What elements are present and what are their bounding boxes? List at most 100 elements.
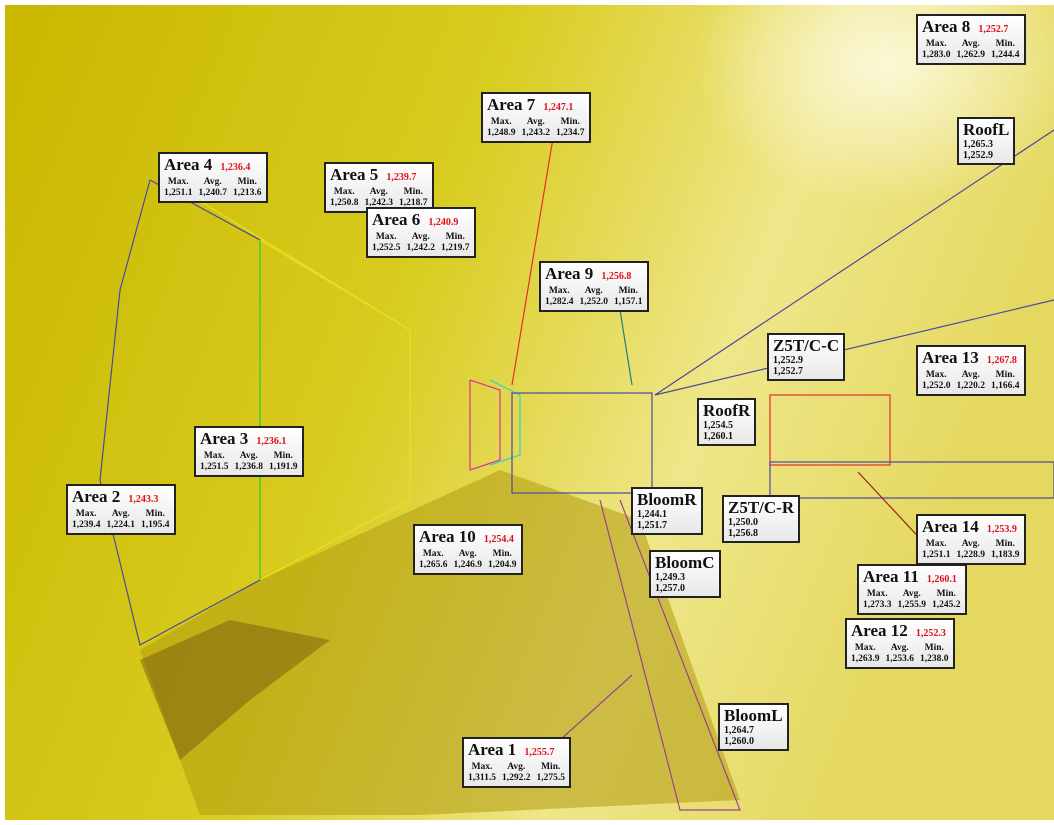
stat-header: Min. — [492, 549, 512, 559]
area-current: 1,252.7 — [978, 24, 1009, 35]
stat-value: 1,191.9 — [269, 462, 298, 472]
stat-value: 1,238.0 — [920, 654, 949, 664]
area-name: Area 12 — [851, 621, 908, 640]
stat-value: 1,157.1 — [614, 297, 643, 307]
point-value: 1,265.3 — [963, 139, 993, 150]
area-box: Area 14 1,253.9 Max. Avg. Min. 1,251.1 1,228.9… — [916, 514, 1026, 565]
stat-value: 1,246.9 — [453, 560, 483, 570]
area-current: 1,267.8 — [986, 355, 1017, 366]
point-current: 1,260.0 — [724, 736, 754, 747]
area-stats: Max. Avg. Min. 1,251.1 1,240.7 1,213.6 — [164, 177, 262, 199]
stat-header: Max. — [75, 509, 97, 519]
stat-value: 1,251.1 — [922, 550, 951, 560]
point-current: 1,252.7 — [773, 366, 803, 377]
point-value: 1,254.5 — [703, 420, 733, 431]
stat-value: 1,252.0 — [579, 297, 609, 307]
area-name: Area 4 — [164, 155, 213, 174]
area-current: 1,260.1 — [926, 574, 957, 585]
stat-value: 1,243.2 — [521, 128, 551, 138]
stat-value: 1,220.2 — [956, 381, 986, 391]
area-stats: Max. Avg. Min. 1,273.3 1,255.9 1,245.2 — [863, 589, 961, 611]
stat-value: 1,219.7 — [441, 243, 470, 253]
stat-header: Max. — [866, 589, 888, 599]
area-title: Area 3 1,236.1 — [200, 430, 298, 451]
stat-value: 1,252.0 — [922, 381, 951, 391]
stat-value: 1,263.9 — [851, 654, 880, 664]
stat-value: 1,250.8 — [330, 198, 359, 208]
stat-header: Avg. — [961, 39, 980, 49]
stat-value: 1,265.6 — [419, 560, 448, 570]
area-stats: Max. Avg. Min. 1,252.5 1,242.2 1,219.7 — [372, 232, 470, 254]
area-title: Area 7 1,247.1 — [487, 96, 585, 117]
stat-header: Max. — [167, 177, 189, 187]
area-name: Area 2 — [72, 487, 121, 506]
stat-header: Min. — [924, 643, 944, 653]
point-current: 1,257.0 — [655, 583, 685, 594]
area-stats: Max. Avg. Min. 1,282.4 1,252.0 1,157.1 — [545, 286, 643, 308]
area-current: 1,252.3 — [915, 628, 946, 639]
stat-header: Max. — [490, 117, 512, 127]
area-stats: Max. Avg. Min. 1,311.5 1,292.2 1,275.5 — [468, 762, 565, 784]
stat-header: Min. — [237, 177, 257, 187]
point-current: 1,256.8 — [728, 528, 758, 539]
point-value: 1,250.0 — [728, 517, 758, 528]
point-name: BloomL — [724, 706, 783, 725]
stat-header: Min. — [618, 286, 638, 296]
stat-value: 1,248.9 — [487, 128, 516, 138]
stat-value: 1,255.9 — [897, 600, 927, 610]
stat-value: 1,242.3 — [364, 198, 394, 208]
area-current: 1,247.1 — [543, 102, 574, 113]
stat-value: 1,240.7 — [198, 188, 228, 198]
stat-value: 1,218.7 — [399, 198, 428, 208]
area-title: Area 2 1,243.3 — [72, 488, 170, 509]
stat-header: Avg. — [203, 177, 222, 187]
area-box: Area 9 1,256.8 Max. Avg. Min. 1,282.4 1,252.0 1… — [539, 261, 649, 312]
stat-header: Max. — [925, 39, 947, 49]
stat-header: Min. — [273, 451, 293, 461]
point-name: RoofR — [703, 401, 751, 420]
stat-value: 1,262.9 — [956, 50, 986, 60]
shadow — [140, 620, 330, 760]
point-current: 1,260.1 — [703, 431, 733, 442]
area-box: Area 10 1,254.4 Max. Avg. Min. 1,265.6 1,246.9… — [413, 524, 523, 575]
area-box: Area 6 1,240.9 Max. Avg. Min. 1,252.5 1,242.2 1… — [366, 207, 476, 258]
stat-value: 1,273.3 — [863, 600, 892, 610]
area-current: 1,253.9 — [986, 524, 1017, 535]
area-name: Area 7 — [487, 95, 536, 114]
stat-header: Avg. — [961, 539, 980, 549]
stat-value: 1,236.8 — [234, 462, 264, 472]
area-stats: Max. Avg. Min. 1,252.0 1,220.2 1,166.4 — [922, 370, 1020, 392]
area-name: Area 5 — [330, 165, 379, 184]
stat-header: Min. — [995, 370, 1015, 380]
point-value: 1,252.9 — [773, 355, 803, 366]
point-box: BloomL 1,264.7 1,260.0 — [718, 703, 789, 751]
stat-header: Avg. — [411, 232, 430, 242]
stat-header: Max. — [375, 232, 397, 242]
area-stats: Max. Avg. Min. 1,251.5 1,236.8 1,191.9 — [200, 451, 298, 473]
stat-value: 1,166.4 — [991, 381, 1020, 391]
stat-header: Min. — [936, 589, 956, 599]
stat-header: Min. — [445, 232, 465, 242]
stat-value: 1,253.6 — [885, 654, 915, 664]
area-name: Area 3 — [200, 429, 249, 448]
area-current: 1,240.9 — [428, 217, 459, 228]
point-name: BloomC — [655, 553, 715, 572]
area-box: Area 1 1,255.7 Max. Avg. Min. 1,311.5 1,292.2 1… — [462, 737, 571, 788]
stat-value: 1,283.0 — [922, 50, 951, 60]
area-box: Area 11 1,260.1 Max. Avg. Min. 1,273.3 1,255.9… — [857, 564, 967, 615]
area-box: Area 7 1,247.1 Max. Avg. Min. 1,248.9 1,243.2 1… — [481, 92, 591, 143]
point-box: BloomC 1,249.3 1,257.0 — [649, 550, 721, 598]
point-value: 1,249.3 — [655, 572, 685, 583]
stat-value: 1,234.7 — [556, 128, 585, 138]
stat-value: 1,275.5 — [536, 773, 565, 783]
stat-value: 1,183.9 — [991, 550, 1020, 560]
stat-header: Max. — [925, 370, 947, 380]
stat-header: Avg. — [111, 509, 130, 519]
area-stats: Max. Avg. Min. 1,263.9 1,253.6 1,238.0 — [851, 643, 949, 665]
area-title: Area 12 1,252.3 — [851, 622, 949, 643]
stat-header: Avg. — [961, 370, 980, 380]
stat-header: Avg. — [902, 589, 921, 599]
area-title: Area 5 1,239.7 — [330, 166, 428, 187]
point-box: BloomR 1,244.1 1,251.7 — [631, 487, 703, 535]
